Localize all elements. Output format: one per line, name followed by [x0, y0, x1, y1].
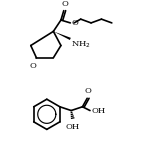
Text: NH$_2$: NH$_2$	[71, 40, 91, 50]
Text: O: O	[85, 87, 92, 95]
Text: O: O	[29, 62, 36, 69]
Polygon shape	[53, 31, 71, 40]
Text: OH: OH	[66, 123, 80, 131]
Text: O: O	[71, 19, 78, 27]
Text: OH: OH	[92, 107, 106, 115]
Text: O: O	[61, 0, 68, 8]
